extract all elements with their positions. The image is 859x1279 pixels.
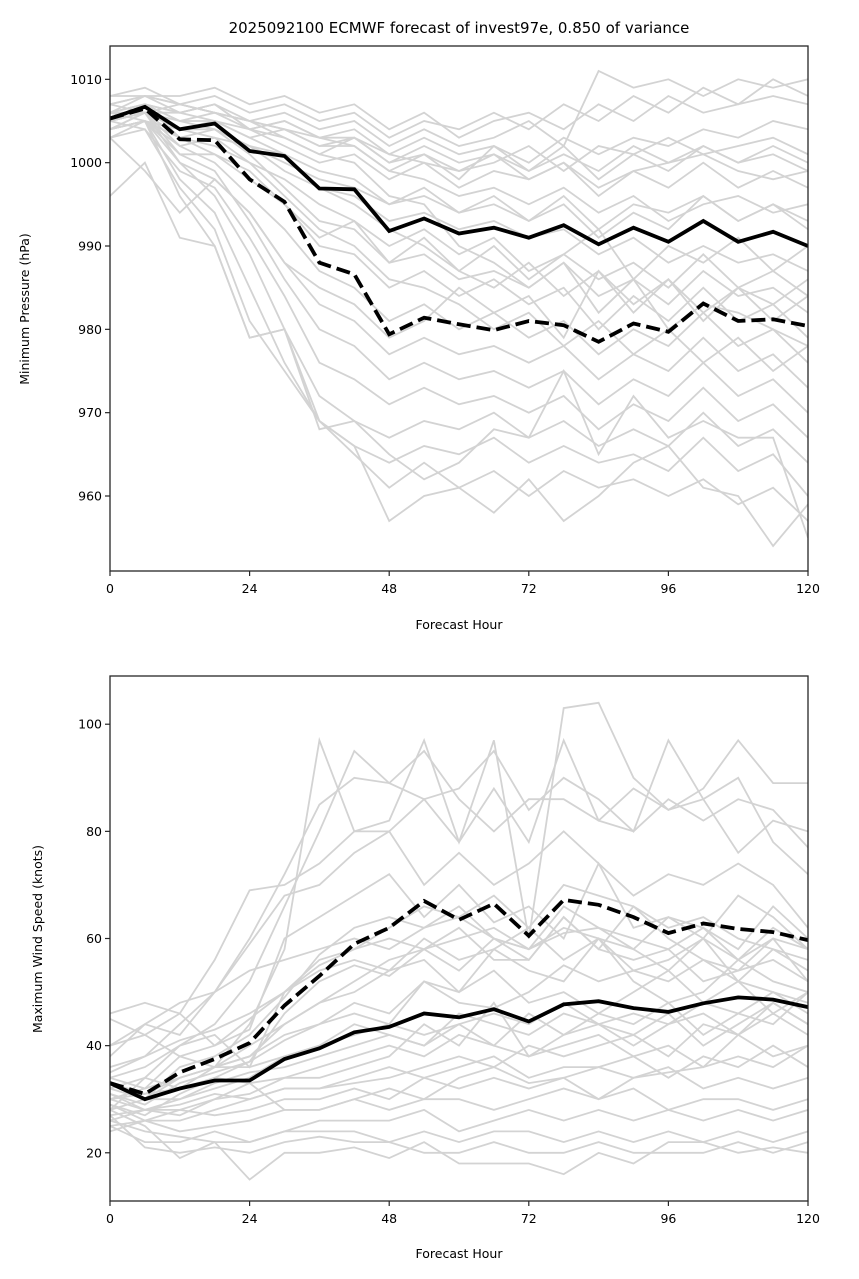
- wind-ensemble-member: [110, 1119, 808, 1144]
- pressure-ensemble-member: [110, 111, 808, 272]
- wind-x-tick-label: 24: [242, 1211, 258, 1226]
- wind-ensemble-member: [110, 1114, 808, 1154]
- pressure-ensemble-member: [110, 95, 808, 223]
- wind-panel: 20 40 60 80 100 0 24 48 72 96 120 Forecast Hour M…: [30, 675, 820, 1261]
- pressure-series-lines: [110, 104, 808, 344]
- wind-x-tick-label: 96: [660, 1211, 676, 1226]
- pressure-ensemble-lines: [110, 69, 808, 548]
- pressure-ensemble-member: [110, 103, 808, 281]
- wind-y-tick-label: 100: [78, 717, 102, 732]
- wind-ensemble-member: [110, 1044, 808, 1117]
- pressure-y-tick-label: 960: [78, 489, 102, 504]
- wind-y-tick-label: 60: [86, 931, 102, 946]
- pressure-y-tick-label: 990: [78, 239, 102, 254]
- pressure-y-tick-label: 1010: [70, 72, 102, 87]
- pressure-plot-frame: [109, 45, 809, 572]
- pressure-ensemble-member: [110, 103, 808, 181]
- pressure-y-axis-label: Minimum Pressure (hPa): [17, 233, 32, 385]
- wind-ensemble-member: [110, 905, 808, 1106]
- pressure-ensemble-member: [110, 86, 808, 139]
- wind-ensemble-member: [110, 749, 808, 1074]
- wind-ensemble-member: [110, 926, 808, 1068]
- pressure-x-tick-label: 24: [242, 581, 258, 596]
- pressure-ensemble-member: [110, 95, 808, 189]
- pressure-ensemble-member: [110, 78, 808, 139]
- wind-ensemble-member: [110, 905, 808, 1101]
- wind-ensemble-member: [110, 1044, 808, 1117]
- pressure-x-tick-label: 72: [521, 581, 537, 596]
- wind-selected-line: [110, 897, 808, 1096]
- pressure-ensemble-member: [110, 111, 808, 373]
- pressure-ensemble-member: [110, 111, 808, 198]
- pressure-selected-line: [110, 106, 808, 344]
- wind-ensemble-member: [110, 738, 808, 1111]
- pressure-ensemble-member: [110, 161, 808, 538]
- pressure-ensemble-member: [110, 69, 808, 148]
- pressure-x-tick-label: 0: [106, 581, 114, 596]
- pressure-y-tick-label: 1000: [70, 155, 102, 170]
- pressure-ensemble-member: [110, 120, 808, 339]
- pressure-ensemble-member: [110, 103, 808, 181]
- wind-series-lines: [110, 897, 808, 1102]
- wind-ensemble-member: [110, 1001, 808, 1122]
- wind-ensemble-member: [110, 1087, 808, 1133]
- wind-ensemble-member: [110, 1012, 808, 1122]
- pressure-x-tick-label: 96: [660, 581, 676, 596]
- pressure-mean-line: [110, 104, 808, 248]
- pressure-ensemble-member: [110, 137, 808, 340]
- wind-ensemble-member: [110, 883, 808, 1058]
- pressure-ensemble-member: [110, 128, 808, 439]
- wind-x-tick-label: 0: [106, 1211, 114, 1226]
- pressure-y-tick-label: 980: [78, 322, 102, 337]
- pressure-ensemble-member: [110, 119, 808, 548]
- pressure-ensemble-member: [110, 111, 808, 364]
- pressure-ensemble-member: [110, 103, 808, 347]
- wind-ensemble-member: [110, 1109, 808, 1181]
- wind-ensemble-member: [110, 861, 808, 1047]
- pressure-x-tick-label: 48: [381, 581, 397, 596]
- wind-mean-line: [110, 995, 808, 1102]
- pressure-x-tick-label: 120: [796, 581, 820, 596]
- wind-ensemble-lines: [110, 701, 808, 1181]
- wind-x-tick-label: 72: [521, 1211, 537, 1226]
- pressure-ensemble-member: [110, 111, 808, 414]
- wind-ensemble-member: [110, 915, 808, 1095]
- pressure-ensemble-member: [110, 119, 808, 497]
- pressure-ensemble-member: [110, 111, 808, 323]
- wind-y-axis-label: Maximum Wind Speed (knots): [30, 845, 45, 1033]
- wind-y-ticks: 20 40 60 80 100: [78, 717, 110, 1160]
- wind-y-tick-label: 20: [86, 1145, 102, 1160]
- chart-title: 2025092100 ECMWF forecast of invest97e, …: [229, 19, 690, 37]
- wind-ensemble-member: [110, 937, 808, 1117]
- wind-x-ticks: 0 24 48 72 96 120: [106, 1201, 820, 1226]
- wind-y-tick-label: 80: [86, 824, 102, 839]
- wind-ensemble-member: [110, 991, 808, 1090]
- wind-ensemble-member: [110, 905, 808, 1079]
- wind-ensemble-member: [110, 701, 808, 1101]
- wind-ensemble-member: [110, 1108, 808, 1144]
- wind-ensemble-member: [110, 830, 808, 1058]
- wind-y-tick-label: 40: [86, 1038, 102, 1053]
- wind-ensemble-member: [110, 1066, 808, 1127]
- pressure-ensemble-member: [110, 119, 808, 297]
- pressure-y-tick-label: 970: [78, 405, 102, 420]
- wind-x-axis-label: Forecast Hour: [416, 1246, 504, 1261]
- pressure-x-ticks: 0 24 48 72 96 120: [106, 571, 820, 596]
- pressure-y-ticks: 960 970 980 990 1000 1010: [70, 72, 110, 504]
- wind-ensemble-member: [110, 737, 808, 1047]
- pressure-x-axis-label: Forecast Hour: [416, 617, 504, 632]
- wind-x-tick-label: 48: [381, 1211, 397, 1226]
- wind-x-tick-label: 120: [796, 1211, 820, 1226]
- pressure-ensemble-member: [110, 103, 808, 314]
- pressure-ensemble-member: [110, 111, 808, 464]
- pressure-panel: 960 970 980 990 1000 1010 0 24 48 72 96 120 Foreca…: [17, 45, 820, 632]
